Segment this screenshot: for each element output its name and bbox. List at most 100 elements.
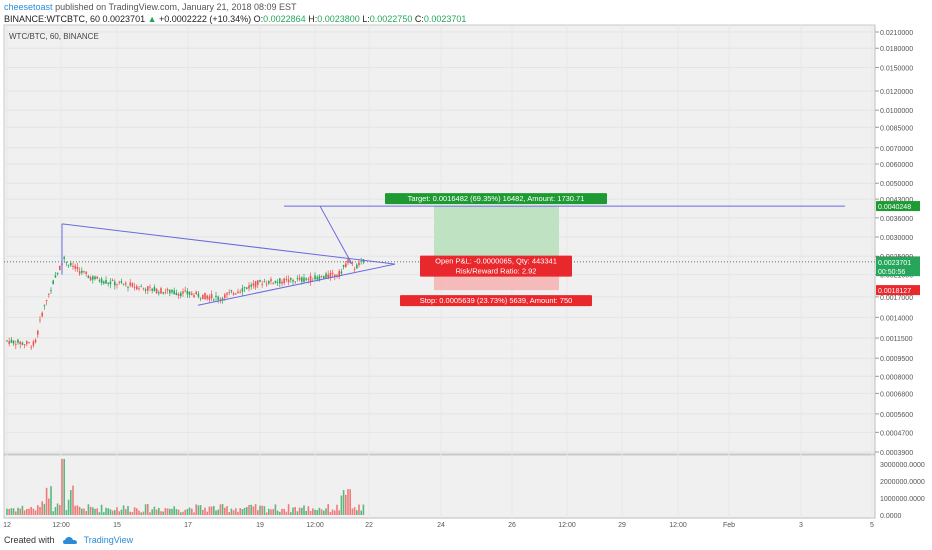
volume-bar	[243, 507, 246, 515]
tradingview-logo-text[interactable]: TradingView	[83, 535, 134, 545]
price-tag-box	[876, 201, 920, 212]
volume-bar	[103, 512, 105, 515]
candle-body	[219, 298, 222, 300]
candle-body	[30, 346, 32, 348]
volume-bar	[206, 511, 208, 515]
triangle-drawing[interactable]	[61, 205, 845, 306]
candle-body	[246, 287, 248, 289]
volume-bar	[56, 503, 59, 515]
volume-bar	[41, 501, 43, 515]
candle-body	[72, 265, 74, 267]
volume-bar	[50, 486, 52, 515]
price-axis[interactable]: 0.0210000 0.0180000 0.0150000 0.0120000 0.01…	[875, 30, 920, 457]
volume-bar	[23, 510, 26, 515]
high-label: H:	[308, 14, 318, 24]
volume-bar	[142, 511, 145, 515]
volume-bar	[21, 505, 24, 515]
volume-bar	[193, 512, 195, 515]
candle-body	[166, 289, 169, 291]
candle-body	[142, 287, 145, 289]
candle-body	[45, 299, 48, 301]
volume-bar	[114, 510, 116, 515]
volume-bar	[276, 510, 279, 515]
candle-body	[180, 292, 182, 296]
candle-body	[28, 342, 30, 344]
candle-body	[281, 281, 283, 284]
author-link[interactable]: cheesetoast	[4, 2, 53, 12]
candle-body	[237, 291, 239, 294]
candle-body	[76, 266, 79, 270]
volume-bar	[349, 489, 351, 515]
candles	[6, 255, 365, 350]
long-position-tool[interactable]: Target: 0.0016482 (69.35%) 16482, Amount…	[4, 193, 875, 307]
candle-body	[257, 280, 259, 285]
volume-bar	[342, 490, 345, 515]
time-tick-label: 15	[113, 522, 121, 529]
candle-body	[136, 286, 138, 290]
volume-bar	[215, 510, 217, 515]
volume-bar	[298, 507, 301, 515]
volume-bar	[296, 511, 299, 515]
candle-body	[122, 283, 125, 285]
volume-bar	[259, 505, 261, 515]
volume-bar	[232, 510, 235, 515]
price-tick-label: 0.0009500	[880, 356, 913, 363]
price-tick-label: 0.0014000	[880, 315, 913, 322]
candle-body	[325, 273, 327, 278]
price-tick-label: 0.0060000	[880, 162, 913, 169]
candle-body	[285, 279, 288, 280]
volume-bar	[48, 498, 50, 515]
volume-bar	[329, 511, 332, 515]
volume-bar	[85, 511, 87, 515]
volume-bar	[283, 508, 285, 515]
candle-body	[309, 275, 312, 282]
candle-body	[182, 291, 184, 294]
volume-bar	[65, 510, 68, 515]
triangle-lower-line	[197, 263, 396, 306]
candle-body	[290, 278, 292, 280]
candle-body	[116, 284, 118, 286]
candle-body	[195, 291, 197, 294]
candle-body	[241, 288, 244, 292]
price-tick-label: 0.0210000	[880, 30, 913, 37]
candle-body	[19, 341, 21, 345]
volume-bar	[314, 509, 316, 515]
volume-bar	[61, 458, 63, 515]
volume-bar	[217, 509, 219, 515]
volume-bar	[118, 511, 120, 515]
volume-bar	[202, 509, 204, 515]
candle-body	[65, 261, 68, 263]
price-tick-label: 0.0180000	[880, 46, 913, 53]
volume-bar	[279, 511, 281, 515]
volume-bar	[133, 507, 136, 515]
candle-body	[56, 272, 59, 275]
volume-bar	[246, 507, 248, 515]
price-tick-label: 0.0070000	[880, 146, 913, 153]
candle-body	[67, 264, 70, 266]
open-value: 0.0022864	[263, 14, 306, 24]
candle-body	[298, 277, 301, 280]
candle-body	[318, 276, 321, 281]
candle-body	[248, 285, 250, 289]
volume-bar	[197, 505, 200, 515]
volume-bar	[325, 508, 327, 515]
candle-body	[100, 278, 103, 284]
volume-axis[interactable]: 3000000.0000 2000000.0000 1000000.0000 0.00…	[880, 462, 925, 520]
candle-body	[111, 279, 114, 281]
candle-body	[314, 275, 316, 280]
candle-body	[274, 280, 277, 283]
candle-body	[160, 288, 162, 294]
time-tick-label: 19	[256, 522, 264, 529]
time-axis[interactable]: 12 12:00 15 17 19 12:00 22 24 26 12:00 29 12:00 Feb 3…	[3, 522, 874, 529]
volume-bar	[30, 506, 32, 515]
candle-body	[158, 292, 160, 294]
candle-body	[186, 291, 189, 295]
candle-body	[301, 277, 303, 282]
price-tick-label: 0.0043000	[880, 197, 913, 204]
candle-body	[215, 295, 217, 298]
candle-body	[261, 284, 263, 286]
candle-body	[279, 278, 281, 284]
volume-bar	[122, 505, 125, 515]
price-tag: 00:50:56	[878, 269, 905, 276]
